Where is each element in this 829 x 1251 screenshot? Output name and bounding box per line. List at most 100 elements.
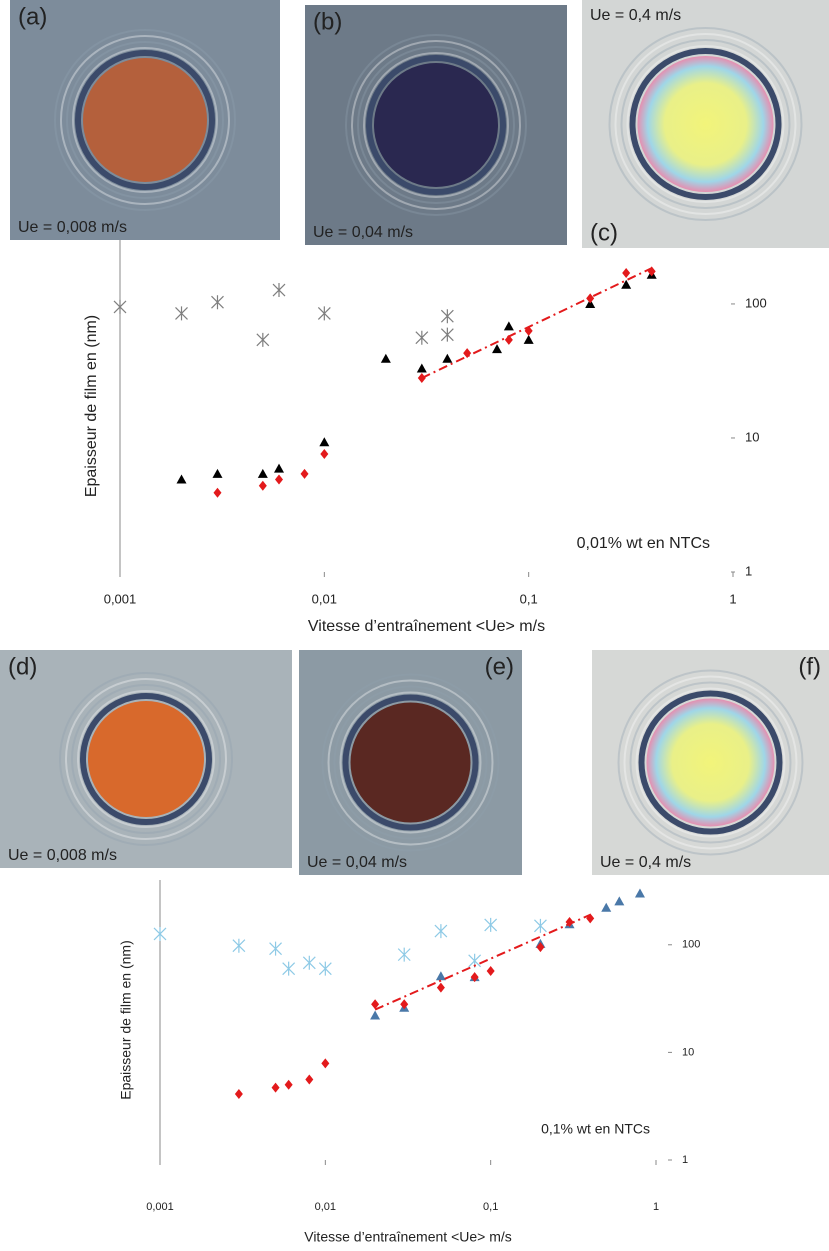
- triangle-point: [492, 344, 503, 354]
- triangle-point: [614, 896, 625, 906]
- diamond-point: [486, 966, 495, 977]
- panel-caption: Ue = 0,4 m/s: [590, 7, 681, 24]
- triangle-point: [370, 1010, 381, 1020]
- star-point: [282, 961, 296, 976]
- diamond-point: [463, 348, 472, 359]
- contact-disk: [83, 58, 207, 182]
- contact-disk: [374, 63, 498, 187]
- panel-label: (a): [18, 3, 47, 30]
- fringe-ring: [345, 34, 527, 216]
- x-tick-label: 0,1: [483, 1201, 498, 1213]
- photo-panel: (a) Ue = 0,008 m/s: [10, 0, 280, 240]
- triangle-point: [634, 888, 645, 898]
- annotation: 0,1% wt en NTCs: [541, 1121, 650, 1137]
- contact-disk: [350, 702, 471, 823]
- triangle-point: [523, 334, 534, 344]
- trend-line: [374, 913, 591, 1011]
- contact-ring: [80, 693, 212, 825]
- x-axis-label: Vitesse d’entraînement <Ue> m/s: [304, 1229, 512, 1245]
- y-tick-label: 1: [745, 563, 752, 578]
- diamond-point: [371, 999, 380, 1010]
- star-point: [440, 327, 454, 342]
- panel-label: (d): [8, 653, 37, 680]
- fringe-ring: [623, 675, 798, 850]
- photo-panel: (d) Ue = 0,008 m/s: [0, 650, 292, 868]
- diamond-point: [234, 1089, 243, 1100]
- panel-caption: Ue = 0,008 m/s: [18, 219, 127, 236]
- diamond-point: [275, 474, 284, 485]
- fringe-ring: [77, 690, 215, 828]
- diamond-point: [258, 480, 267, 491]
- contact-ring: [342, 694, 479, 831]
- triangle-point: [416, 363, 427, 373]
- fringe-ring: [54, 29, 236, 211]
- diamond-point: [213, 487, 222, 498]
- fringe-ring: [617, 669, 804, 856]
- triangle-point: [585, 298, 596, 308]
- triangle-point: [601, 902, 612, 912]
- triangle-point: [435, 971, 446, 981]
- y-tick-label: 10: [682, 1046, 694, 1058]
- star-point: [415, 330, 429, 345]
- star-point: [232, 938, 246, 953]
- triangle-point: [212, 468, 223, 478]
- y-tick-label: 100: [682, 939, 700, 951]
- fringe-ring: [65, 678, 227, 840]
- fringe-ring: [626, 45, 785, 203]
- diamond-point: [400, 999, 409, 1010]
- panel-label: (c): [590, 219, 618, 246]
- star-point: [175, 306, 188, 321]
- diamond-point: [271, 1082, 280, 1093]
- x-tick-label: 0,001: [146, 1201, 174, 1213]
- photo-panel: (e) Ue = 0,04 m/s: [299, 650, 522, 875]
- diamond-point: [320, 448, 329, 459]
- y-tick-label: 100: [745, 295, 767, 310]
- triangle-point: [257, 468, 268, 478]
- panel-label: (b): [313, 8, 342, 35]
- triangle-point: [621, 279, 632, 289]
- trend-line: [421, 267, 653, 379]
- x-tick-label: 1: [729, 591, 736, 606]
- star-point: [269, 941, 282, 956]
- fringe-ring: [72, 47, 218, 193]
- y-axis-label: Epaisseur de film en (nm): [83, 315, 100, 497]
- y-tick-label: 1: [682, 1154, 688, 1166]
- diamond-point: [504, 334, 513, 345]
- diamond-point: [470, 972, 479, 983]
- contact-disk: [88, 701, 204, 817]
- fringe-ring: [59, 672, 233, 846]
- fringe-ring: [327, 679, 494, 846]
- star-point: [211, 295, 224, 310]
- y-tick-label: 10: [745, 429, 759, 444]
- x-tick-label: 0,01: [312, 591, 337, 606]
- diamond-point: [622, 268, 631, 279]
- triangle-point: [274, 463, 285, 473]
- diamond-point: [586, 293, 595, 304]
- triangle-point: [319, 437, 330, 447]
- diamond-point: [305, 1074, 314, 1085]
- triangle-point: [176, 474, 187, 484]
- panel-caption: Ue = 0,008 m/s: [8, 847, 117, 864]
- photo-panel: (c) Ue = 0,4 m/s: [582, 0, 829, 248]
- star-point: [256, 332, 270, 347]
- contact-ring: [366, 55, 506, 195]
- triangle-point: [503, 321, 514, 331]
- star-point: [318, 961, 332, 976]
- fringe-ring: [60, 35, 230, 205]
- fringe-ring: [339, 691, 482, 834]
- fringe-ring: [71, 684, 221, 834]
- contact-disk: [637, 56, 774, 192]
- panel-caption: Ue = 0,4 m/s: [600, 854, 691, 871]
- diamond-point: [300, 468, 309, 479]
- fringe-ring: [357, 46, 515, 204]
- fringe-ring: [321, 673, 500, 852]
- star-point: [534, 918, 547, 933]
- panel-label: (f): [798, 653, 821, 680]
- fringe-ring: [66, 41, 224, 199]
- fringe-ring: [620, 39, 791, 209]
- diamond-point: [284, 1079, 293, 1090]
- star-point: [434, 924, 448, 939]
- x-tick-label: 0,01: [315, 1201, 336, 1213]
- triangle-point: [442, 353, 453, 363]
